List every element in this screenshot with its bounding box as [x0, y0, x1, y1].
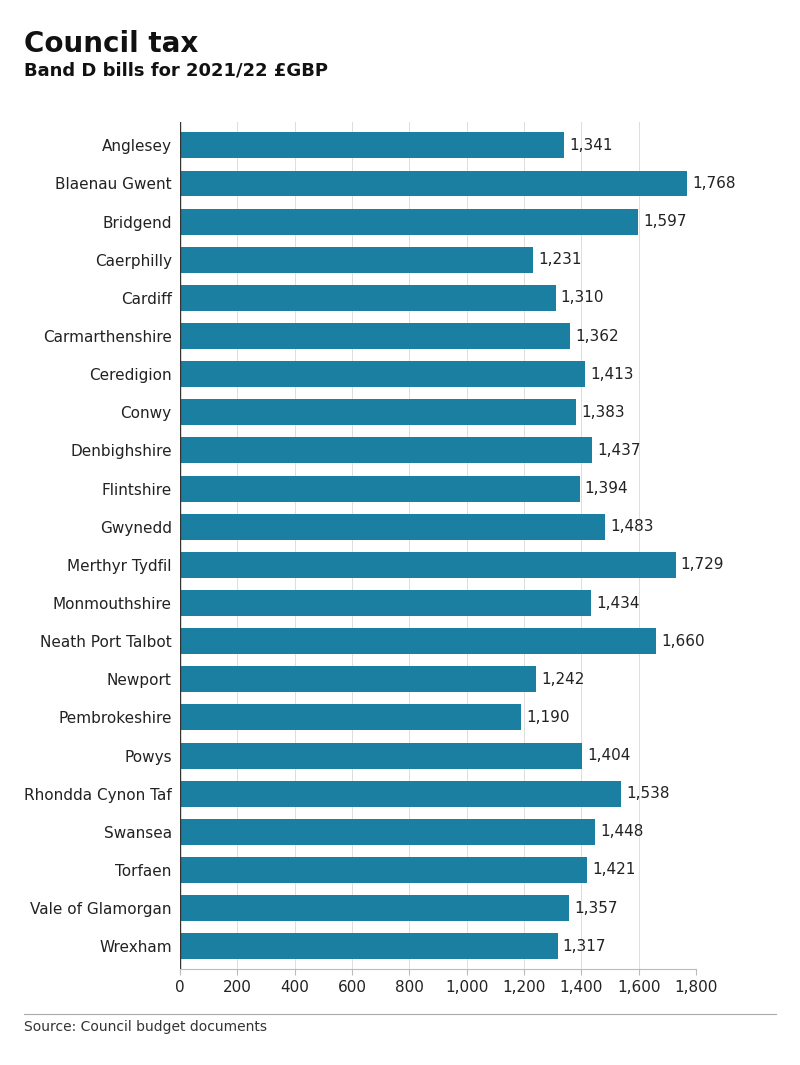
Text: 1,362: 1,362 [576, 328, 619, 344]
Text: 1,383: 1,383 [582, 405, 626, 420]
Text: 1,310: 1,310 [561, 291, 604, 306]
Text: 1,242: 1,242 [542, 672, 585, 687]
Text: 1,434: 1,434 [596, 595, 640, 610]
Text: Source: Council budget documents: Source: Council budget documents [24, 1019, 267, 1034]
Text: 1,394: 1,394 [585, 481, 628, 496]
Bar [180, 438, 592, 463]
Text: 1,341: 1,341 [570, 137, 613, 153]
Text: BBC: BBC [713, 1029, 747, 1044]
Text: 1,768: 1,768 [692, 176, 735, 191]
Bar [180, 857, 587, 883]
Bar [180, 399, 577, 425]
Bar [180, 361, 585, 388]
Text: Band D bills for 2021/22 £GBP: Band D bills for 2021/22 £GBP [24, 62, 328, 80]
Text: 1,597: 1,597 [643, 214, 686, 229]
Bar [180, 590, 591, 616]
Bar [180, 933, 558, 960]
Bar [180, 285, 555, 311]
Bar [180, 896, 569, 921]
Text: 1,413: 1,413 [590, 366, 634, 381]
Text: 1,483: 1,483 [610, 520, 654, 535]
Bar [180, 552, 676, 578]
Bar [180, 781, 621, 806]
Text: Council tax: Council tax [24, 30, 198, 58]
Bar [180, 628, 656, 654]
Text: 1,231: 1,231 [538, 252, 582, 267]
Text: 1,448: 1,448 [600, 824, 644, 839]
Bar [180, 247, 533, 273]
Text: 1,357: 1,357 [574, 901, 618, 916]
Bar [180, 132, 565, 159]
Bar [180, 323, 570, 349]
Text: 1,660: 1,660 [661, 634, 705, 649]
Text: 1,190: 1,190 [526, 710, 570, 725]
Bar [180, 819, 595, 845]
Bar [180, 667, 536, 692]
Bar [180, 209, 638, 234]
Bar [180, 170, 687, 196]
Text: 1,421: 1,421 [593, 863, 636, 878]
Text: 1,729: 1,729 [681, 557, 724, 572]
Text: 1,538: 1,538 [626, 786, 670, 801]
Bar [180, 704, 521, 731]
Text: 1,317: 1,317 [562, 938, 606, 954]
Text: 1,404: 1,404 [588, 748, 631, 764]
Text: 1,437: 1,437 [597, 443, 641, 458]
Bar [180, 742, 582, 769]
Bar [180, 513, 605, 540]
Bar [180, 476, 580, 502]
